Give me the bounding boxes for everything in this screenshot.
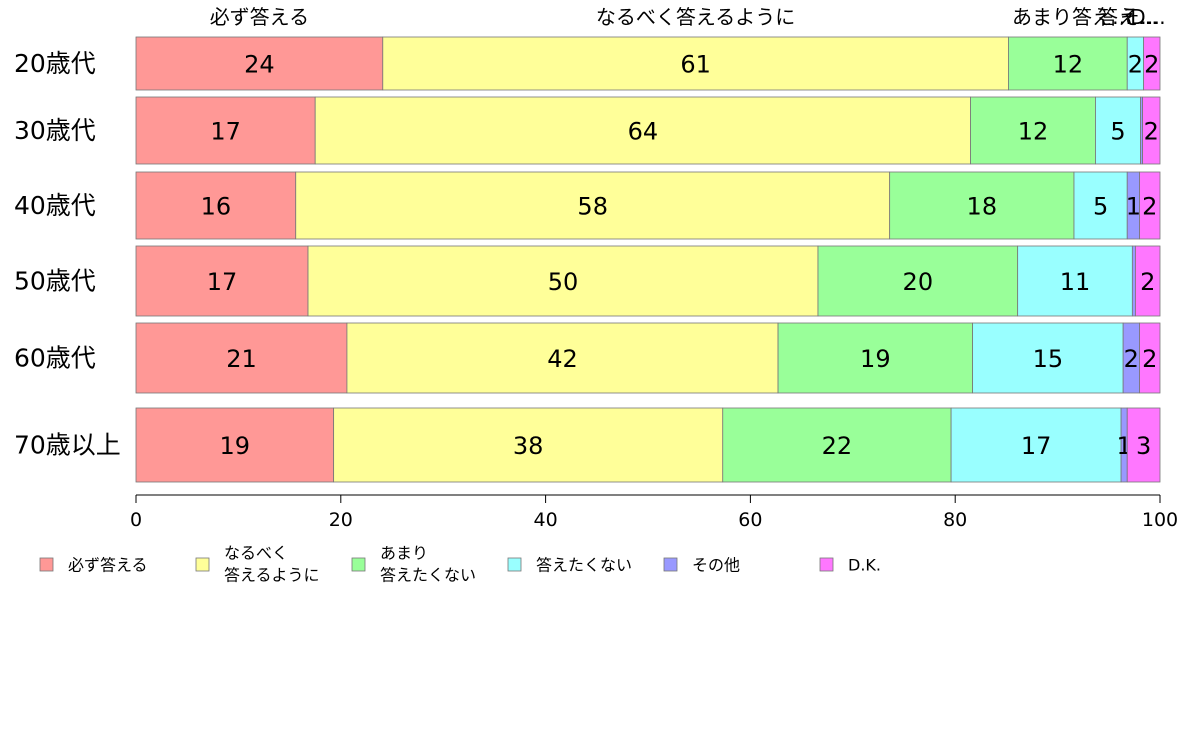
- bar-segment: [314, 96, 971, 165]
- category-label: 70歳以上: [14, 431, 121, 460]
- bar-segment: [950, 407, 1122, 483]
- data-label: 2: [1144, 118, 1159, 146]
- data-label: 61: [680, 51, 711, 79]
- data-label: 50: [548, 268, 579, 296]
- data-label: 5: [1110, 118, 1125, 146]
- data-label: 12: [1053, 51, 1084, 79]
- series-top-labels: 必ず答える なるべく答えるように あまり答え…答え…そ…D…: [210, 5, 1166, 29]
- series-top-label: 必ず答える: [210, 5, 309, 29]
- category-label: 40歳代: [14, 191, 96, 220]
- bar-segment: [1135, 245, 1161, 317]
- data-label: 2: [1144, 51, 1159, 79]
- legend-swatch: [39, 557, 54, 572]
- legend-label: 答えたくない: [536, 556, 632, 575]
- bar-segment: [135, 171, 297, 240]
- data-label: 2: [1128, 51, 1143, 79]
- bar-segment: [333, 407, 724, 483]
- bar-segment: [1073, 171, 1128, 240]
- data-label: 17: [207, 268, 238, 296]
- bar-segment: [1131, 245, 1136, 317]
- bar-segment: [307, 245, 819, 317]
- bar-segment: [1017, 245, 1133, 317]
- bar-segment: [295, 171, 891, 240]
- series-top-label: なるべく答えるように: [596, 5, 795, 29]
- x-tick-label: 0: [130, 509, 142, 531]
- data-label: 42: [547, 345, 578, 373]
- legend-label: 答えたくない: [380, 566, 476, 585]
- data-label: 58: [577, 193, 608, 221]
- data-label: 1: [1126, 193, 1141, 221]
- data-label: 20: [903, 268, 934, 296]
- bar-segment: [135, 96, 316, 165]
- data-label: 12: [1018, 118, 1049, 146]
- data-label: 19: [860, 345, 891, 373]
- x-tick-label: 40: [534, 509, 558, 531]
- data-label: 38: [513, 432, 544, 460]
- category-label: 20歳代: [14, 49, 96, 78]
- legend-label: なるべく: [224, 544, 288, 563]
- legend-swatch: [819, 557, 834, 572]
- legend-swatch: [195, 557, 210, 572]
- legend-swatch: [351, 557, 366, 572]
- bar-segment: [1095, 96, 1141, 165]
- data-label: 22: [822, 432, 853, 460]
- x-tick-label: 80: [943, 509, 967, 531]
- category-labels: 20歳代 30歳代 40歳代 50歳代 60歳代 70歳以上: [14, 49, 121, 460]
- series-top-label: 答え…: [1098, 5, 1158, 29]
- legend-label: D.K.: [848, 556, 881, 575]
- bar-segment: [722, 407, 952, 483]
- category-label: 60歳代: [14, 344, 96, 373]
- data-label: 16: [201, 193, 232, 221]
- bar-segment: [1139, 171, 1161, 240]
- legend-label: 必ず答える: [68, 556, 148, 575]
- data-label: 2: [1142, 345, 1157, 373]
- bar-segment: [817, 245, 1019, 317]
- bar-segment: [1126, 407, 1161, 483]
- bar-segment: [889, 171, 1075, 240]
- data-label: 19: [220, 432, 251, 460]
- bar-segment: [346, 322, 779, 394]
- data-label: 2: [1142, 193, 1157, 221]
- bar-segment: [1008, 36, 1128, 91]
- legend-label: その他: [692, 556, 740, 575]
- bar-segment: [1143, 36, 1161, 91]
- bar-segment: [970, 96, 1096, 165]
- x-tick-label: 100: [1142, 509, 1178, 531]
- bar-segment: [1139, 322, 1161, 394]
- data-label: 11: [1060, 268, 1091, 296]
- legend-label: あまり: [380, 544, 428, 563]
- series-top-label: D…: [1130, 5, 1165, 29]
- x-tick-label: 20: [329, 509, 353, 531]
- bars: 24 61 12 2 217 64 12 5 216 58 18 5 1 217 50 20 11 221 42 19…: [135, 36, 1161, 483]
- data-label: 18: [967, 193, 998, 221]
- legend-label: 答えるように: [224, 566, 320, 585]
- bar-segment: [135, 407, 335, 483]
- data-label: 15: [1033, 345, 1064, 373]
- bar-segment: [777, 322, 974, 394]
- bar-segment: [135, 322, 348, 394]
- category-label: 50歳代: [14, 267, 96, 296]
- x-tick-label: 60: [738, 509, 762, 531]
- data-label: 2: [1140, 268, 1155, 296]
- data-label: 21: [226, 345, 257, 373]
- data-label: 5: [1093, 193, 1108, 221]
- category-label: 30歳代: [14, 116, 96, 145]
- series-top-label: そ…: [1120, 5, 1160, 29]
- data-label: 17: [210, 118, 241, 146]
- bar-segment: [972, 322, 1124, 394]
- x-axis: 0 20 40 60 80 100: [130, 494, 1178, 531]
- data-label: 3: [1136, 432, 1151, 460]
- bar-segment: [1142, 96, 1161, 165]
- data-label: 64: [628, 118, 659, 146]
- series-top-label: あまり答え…: [1012, 5, 1132, 29]
- data-label: 2: [1124, 345, 1139, 373]
- bar-segment: [382, 36, 1009, 91]
- data-label: 24: [244, 51, 275, 79]
- data-label: 17: [1021, 432, 1052, 460]
- legend-swatch: [507, 557, 522, 572]
- legend-swatch: [663, 557, 678, 572]
